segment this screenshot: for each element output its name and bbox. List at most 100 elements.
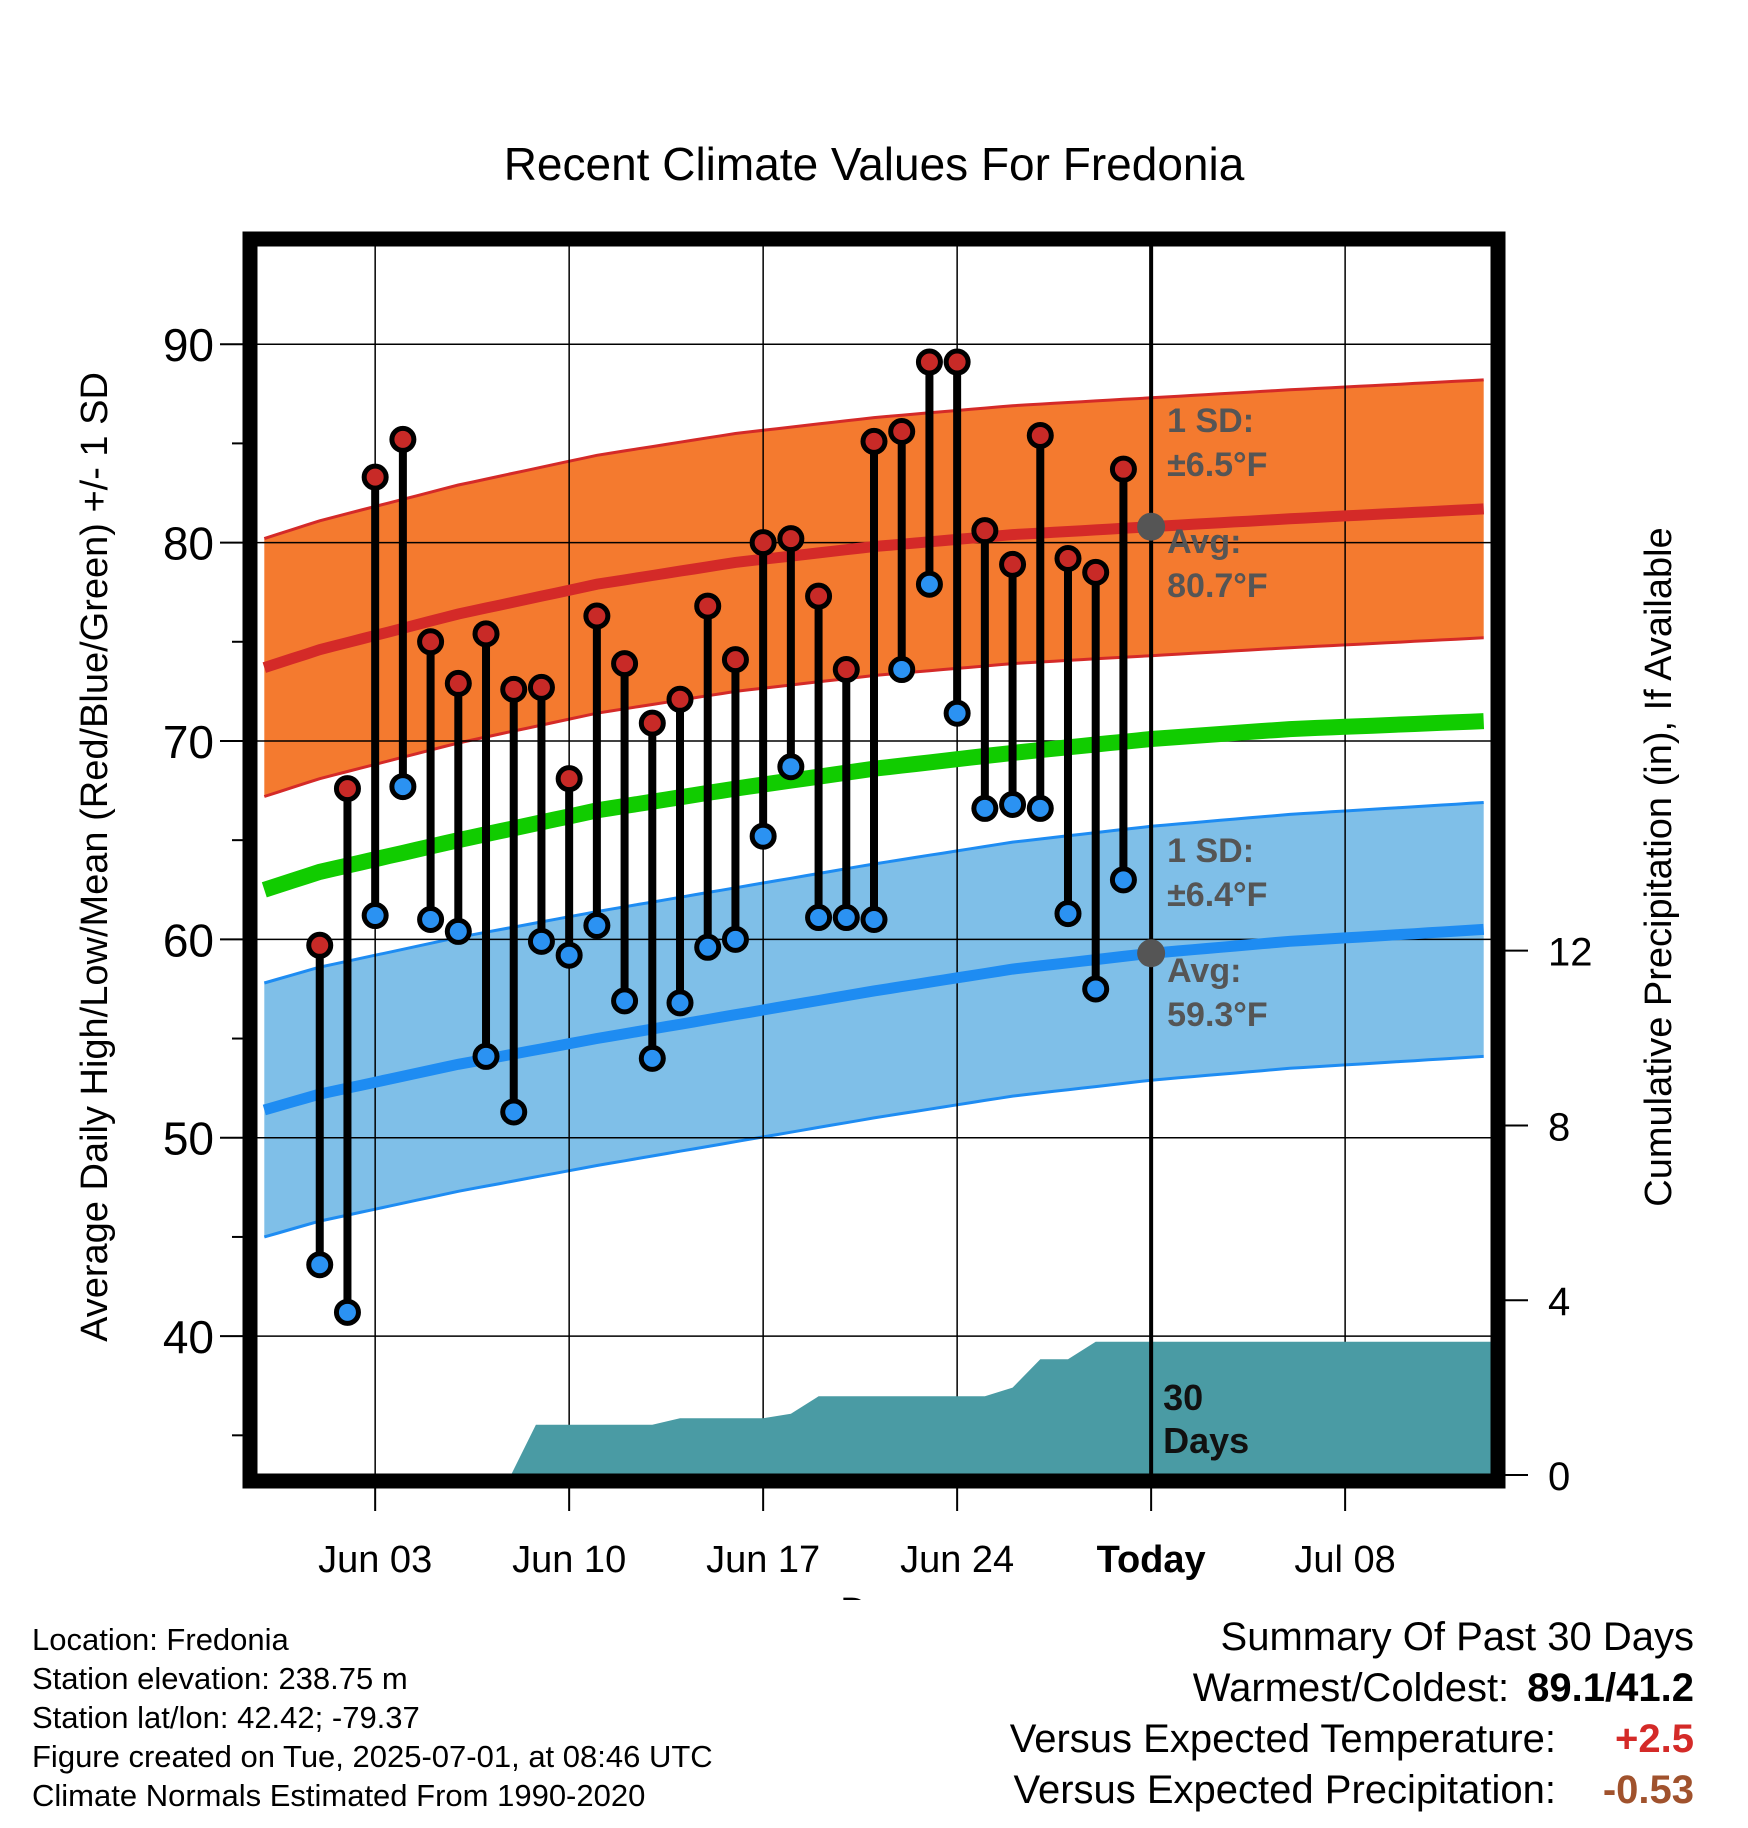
daily-low-dot <box>666 989 694 1017</box>
daily-low-dot <box>1109 866 1137 894</box>
y2-tick-label: 8 <box>1548 1105 1570 1149</box>
chart-title: Recent Climate Values For Fredonia <box>504 138 1245 190</box>
daily-high-dot <box>500 675 528 703</box>
y-tick-label: 40 <box>163 1311 214 1363</box>
annotations: 1 SD: ±6.5°F Avg: 80.7°F 1 SD: ±6.4°F Avg: 59.3… <box>1163 402 1268 1461</box>
y-tick-label: 80 <box>163 518 214 570</box>
daily-low-dot <box>555 941 583 969</box>
y-tick-label: 90 <box>163 319 214 371</box>
daily-low-dot <box>583 911 611 939</box>
daily-high-dot <box>389 425 417 453</box>
climate-chart: Recent Climate Values For Fredonia 1 SD:… <box>74 138 1680 1600</box>
daily-low-dot <box>444 917 472 945</box>
daily-high-dot <box>361 463 389 491</box>
y-tick-label: 70 <box>163 716 214 768</box>
daily-high-dot <box>1109 455 1137 483</box>
daily-high-dot <box>472 620 500 648</box>
daily-high-dot <box>583 602 611 630</box>
daily-low-dot <box>721 925 749 953</box>
daily-low-dot <box>860 906 888 934</box>
low-avg-label: Avg: <box>1167 952 1241 990</box>
x-tick-label: Jun 10 <box>512 1539 626 1581</box>
daily-low-dot <box>777 753 805 781</box>
precip-value: -0.53 <box>1602 1768 1694 1812</box>
temp-label: Versus Expected Temperature: <box>1009 1717 1556 1761</box>
daily-low-dot <box>306 1251 334 1279</box>
daily-high-dot <box>611 650 639 678</box>
daily-range-bars <box>306 348 1137 1326</box>
daily-high-dot <box>749 529 777 557</box>
daily-low-dot <box>611 987 639 1015</box>
precip-label: Versus Expected Precipitation: <box>1013 1768 1556 1812</box>
daily-low-dot <box>389 773 417 801</box>
x-tick-label: Jun 17 <box>706 1539 820 1581</box>
normals-text: Climate Normals Estimated From 1990-2020 <box>32 1778 646 1813</box>
daily-low-dot <box>1026 794 1054 822</box>
y2-tick-label: 12 <box>1548 931 1593 975</box>
daily-low-dot <box>638 1044 666 1072</box>
daily-low-dot <box>500 1098 528 1126</box>
x-tick-label: Jun 24 <box>900 1539 1014 1581</box>
normal-low-line <box>262 923 1485 1116</box>
high-sd-value: ±6.5°F <box>1167 446 1267 484</box>
low-avg-value: 59.3°F <box>1167 996 1268 1034</box>
daily-high-dot <box>1026 421 1054 449</box>
daily-high-dot <box>555 765 583 793</box>
daily-high-dot <box>333 775 361 803</box>
low-sd-band-lower-edge <box>263 1054 1484 1239</box>
summary-panel: Summary Of Past 30 Days Warmest/Coldest:… <box>1010 1612 1694 1816</box>
daily-low-dot <box>1054 900 1082 928</box>
today-marker <box>1137 241 1166 1475</box>
daily-high-dot <box>1054 544 1082 572</box>
y-axis-label: Average Daily High/Low/Mean (Red/Blue/Gr… <box>74 372 116 1342</box>
daily-low-dot <box>749 822 777 850</box>
daily-low-dot <box>694 933 722 961</box>
daily-low-dot <box>971 794 999 822</box>
daily-high-dot <box>943 348 971 376</box>
y2-tick-label: 0 <box>1548 1455 1570 1499</box>
today-low-avg-dot <box>1137 939 1166 968</box>
low-sd-value: ±6.4°F <box>1167 876 1267 914</box>
daily-low-dot <box>527 927 555 955</box>
period-number: 30 <box>1163 1377 1203 1418</box>
warm-cold-label: Warmest/Coldest: <box>1192 1666 1510 1710</box>
y-tick-label: 50 <box>163 1113 214 1165</box>
created-text: Figure created on Tue, 2025-07-01, at 08… <box>32 1739 713 1774</box>
daily-low-dot <box>472 1042 500 1070</box>
elevation-text: Station elevation: 238.75 m <box>32 1661 408 1696</box>
low-sd-label: 1 SD: <box>1167 832 1254 870</box>
summary-precip: Versus Expected Precipitation: -0.53 <box>1010 1765 1694 1816</box>
daily-high-dot <box>666 685 694 713</box>
daily-low-dot <box>943 699 971 727</box>
daily-high-dot <box>721 646 749 674</box>
axes: 40 50 60 70 80 90 0 4 8 12 Jun 03 Jun 10 Jun 17 Jun 2… <box>163 231 1593 1581</box>
high-avg-label: Avg: <box>1167 523 1241 561</box>
latlon-text: Station lat/lon: 42.42; -79.37 <box>32 1700 420 1735</box>
x-tick-label: Today <box>1097 1539 1206 1581</box>
y2-tick-label: 4 <box>1548 1280 1570 1324</box>
daily-high-dot <box>1082 558 1110 586</box>
station-info: Location: Fredonia Station elevation: 23… <box>32 1620 713 1815</box>
cumulative-precip-area <box>511 1341 1492 1475</box>
daily-high-dot <box>805 582 833 610</box>
daily-high-dot <box>777 525 805 553</box>
daily-high-dot <box>999 550 1027 578</box>
x-tick-label: Jun 03 <box>318 1539 432 1581</box>
daily-high-dot <box>832 656 860 684</box>
daily-high-dot <box>694 592 722 620</box>
daily-low-dot <box>1082 975 1110 1003</box>
daily-high-dot <box>638 709 666 737</box>
daily-high-dot <box>444 669 472 697</box>
daily-high-dot <box>860 427 888 455</box>
high-sd-label: 1 SD: <box>1167 402 1254 440</box>
summary-warm-cold: Warmest/Coldest: 89.1/41.2 <box>1010 1663 1694 1714</box>
precipitation-area <box>511 1341 1492 1475</box>
daily-high-dot <box>915 348 943 376</box>
daily-high-dot <box>417 628 445 656</box>
summary-temp: Versus Expected Temperature: +2.5 <box>1010 1714 1694 1765</box>
y-tick-label: 60 <box>163 914 214 966</box>
high-sd-band-upper-edge <box>263 378 1484 541</box>
daily-high-dot <box>306 931 334 959</box>
daily-low-dot <box>915 570 943 598</box>
plot-frame <box>242 231 1506 1489</box>
